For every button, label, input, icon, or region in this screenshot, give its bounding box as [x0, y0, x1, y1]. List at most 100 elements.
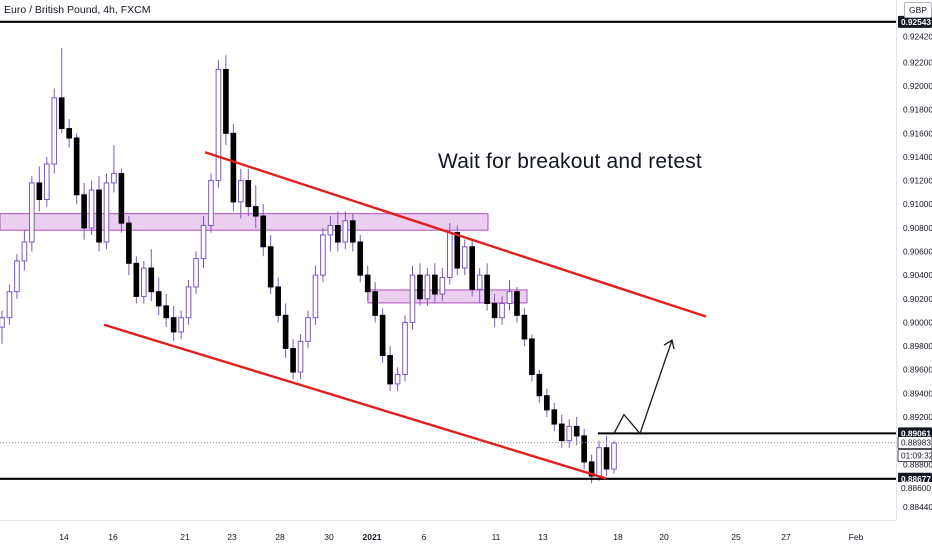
x-tick-label: 18: [613, 532, 623, 542]
candle-body: [148, 267, 155, 293]
candle-body: [230, 132, 237, 203]
candle-body: [596, 447, 602, 477]
candle-body: [155, 291, 162, 307]
y-tick-label: 0.90600: [903, 246, 932, 256]
candle-body: [260, 215, 267, 248]
y-tick-label: 0.88440: [903, 502, 932, 512]
x-tick-label: 20: [659, 532, 669, 542]
candle-body: [14, 260, 20, 293]
price-label-text: 0.88677: [901, 474, 931, 484]
candle-body: [603, 447, 610, 470]
price-label-text: 0.92543: [901, 17, 931, 27]
candle-body: [6, 291, 13, 319]
y-tick-label: 0.91400: [903, 152, 932, 162]
candle-body: [454, 232, 461, 269]
y-tick-label: 0.89800: [903, 341, 932, 351]
candle-body: [51, 97, 58, 165]
candle-body: [521, 314, 528, 340]
candle-body: [290, 347, 296, 373]
channel-upper-line: [204, 151, 707, 318]
candle-body: [282, 314, 289, 349]
x-tick-label: 11: [492, 532, 501, 542]
y-tick-label: 0.90200: [903, 294, 932, 304]
candle-body: [506, 291, 513, 305]
candle-body: [484, 274, 490, 305]
candle-body: [387, 355, 393, 385]
candle-body: [394, 373, 401, 385]
candle-body: [469, 246, 476, 290]
price-label-text: 0.89061: [901, 428, 931, 438]
candle-body: [170, 317, 177, 333]
candle-body: [163, 305, 170, 319]
candle-body: [73, 137, 80, 196]
candle-body: [320, 234, 326, 276]
candle-body: [499, 303, 505, 319]
y-tick-label: 0.90800: [903, 223, 932, 233]
x-tick-label: 6: [422, 532, 427, 542]
candle-body: [446, 232, 453, 279]
candle-body: [81, 194, 87, 229]
candle-body: [238, 180, 244, 203]
candle-body: [111, 172, 117, 184]
y-tick-label: 0.91200: [903, 176, 932, 186]
candle-body: [357, 241, 364, 276]
candle-body: [544, 395, 550, 411]
candle-body: [335, 224, 341, 243]
candle-body: [267, 246, 274, 288]
candle-body: [558, 423, 565, 442]
candle-body: [21, 241, 28, 262]
candle-body: [379, 314, 386, 357]
price-label-box: [898, 481, 932, 494]
candle-body: [491, 303, 498, 319]
candle-body: [0, 317, 5, 328]
candle-body: [185, 286, 192, 319]
candle-body: [58, 97, 65, 130]
annotation-text: Wait for breakout and retest: [438, 150, 702, 173]
price-label-box: [898, 15, 932, 28]
price-label-text: 01:09:32: [901, 451, 932, 461]
resistance-zone: [367, 289, 528, 304]
candle-body: [126, 222, 132, 264]
candle-body: [118, 172, 125, 224]
y-tick-label: 0.89200: [903, 412, 932, 422]
y-tick-label: 0.92420: [903, 31, 932, 41]
candles-group: [0, 48, 617, 484]
x-tick-label: 14: [59, 532, 69, 542]
price-label-text: 0.88600: [901, 483, 931, 493]
y-tick-label: 0.92200: [903, 57, 932, 67]
y-tick-label: 0.92000: [903, 81, 932, 91]
candle-body: [133, 262, 140, 297]
y-tick-label: 0.91600: [903, 128, 932, 138]
candle-body: [551, 409, 558, 425]
candle-body: [439, 277, 446, 295]
y-tick-label: 0.90000: [903, 317, 932, 327]
symbol-title[interactable]: Euro / British Pound, 4h, FXCM: [4, 4, 151, 16]
candle-body: [103, 182, 110, 243]
y-tick-label: 0.89400: [903, 388, 932, 398]
price-label-box: [897, 436, 932, 450]
candle-body: [193, 258, 199, 288]
candle-body: [417, 274, 423, 300]
x-tick-label: 23: [227, 532, 237, 542]
candle-body: [200, 224, 207, 260]
candle-body: [588, 461, 595, 477]
candle-body: [566, 425, 573, 442]
candle-body: [514, 291, 520, 316]
x-tick-label: 27: [781, 532, 791, 542]
candle-body: [349, 220, 356, 243]
y-tick-label: 0.89600: [903, 365, 932, 375]
y-tick-label: 0.88800: [903, 459, 932, 469]
projection-arrowhead: [663, 339, 675, 350]
price-label-text: 0.88983: [901, 438, 931, 448]
x-tick-label: Feb: [849, 532, 864, 542]
candle-body: [581, 435, 587, 463]
currency-button[interactable]: GBP: [904, 2, 932, 18]
candle-body: [424, 274, 431, 300]
x-tick-label: 25: [731, 532, 741, 542]
candle-body: [409, 274, 416, 323]
price-label-box: [898, 472, 932, 485]
candle-body: [297, 340, 304, 373]
candle-body: [245, 180, 252, 208]
